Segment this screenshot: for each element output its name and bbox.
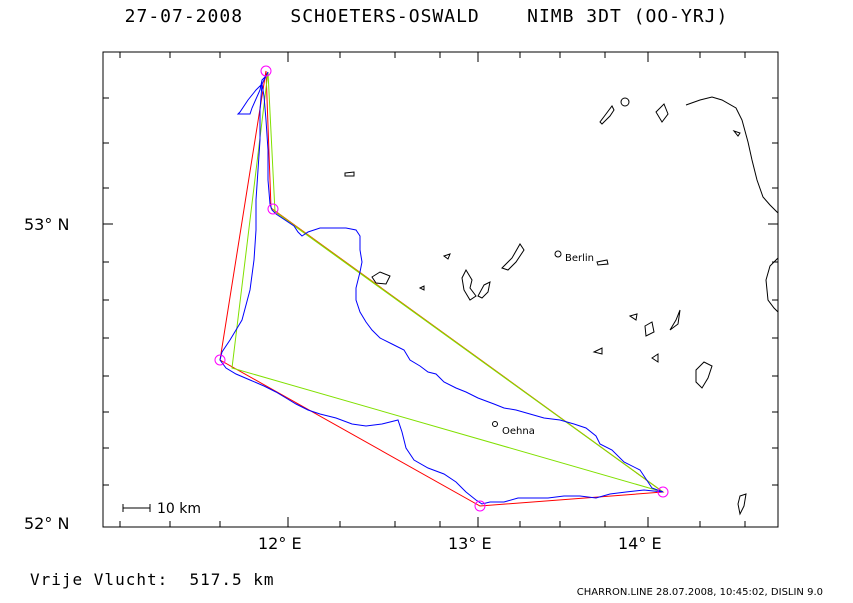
x-tick-label-14e: 14° E (618, 534, 662, 553)
lake-4 (732, 129, 741, 137)
lake-14 (628, 313, 638, 321)
lake-12 (554, 250, 562, 258)
turnpoint-east (657, 486, 669, 498)
lake-5 (344, 171, 355, 177)
lake-1 (599, 105, 615, 125)
y-tick-label-53n: 53° N (24, 215, 69, 234)
oehna-marker (492, 421, 498, 427)
turnpoint-south (474, 500, 486, 512)
lake-9 (461, 268, 477, 301)
scale-bar (122, 504, 151, 512)
axis-ticks (103, 52, 778, 527)
lake-3 (655, 103, 669, 123)
lake-16 (669, 309, 681, 331)
turnpoint-west (214, 354, 226, 366)
software-stamp: CHARRON.LINE 28.07.2008, 10:45:02, DISLI… (576, 587, 823, 598)
map-frame (102, 51, 779, 528)
lake-10 (477, 281, 491, 299)
lake-8 (442, 253, 451, 260)
lake-19 (695, 361, 713, 389)
turnpoint-north (260, 65, 272, 77)
turnpoints (214, 65, 669, 512)
lake-7 (418, 285, 425, 291)
lake-6 (371, 271, 391, 285)
flight-track (219, 71, 664, 505)
lake-11 (501, 243, 525, 271)
x-tick-label-13e: 13° E (448, 534, 492, 553)
triangle-route (231, 71, 664, 493)
coastline-lakes (344, 96, 779, 516)
lake-2 (620, 97, 630, 107)
lake-13 (596, 259, 609, 266)
free-flight-route (219, 70, 665, 507)
distance-label: Vrije Vlucht: 517.5 km (30, 570, 275, 589)
x-tick-label-12e: 12° E (258, 534, 302, 553)
lake-17 (592, 347, 603, 355)
turnpoint-mid (267, 203, 279, 215)
baltic-coastline (685, 96, 779, 214)
place-label-oehna: Oehna (502, 426, 535, 437)
lake-15 (644, 321, 655, 337)
y-tick-label-52n: 52° N (24, 514, 69, 533)
lake-18 (651, 353, 659, 363)
chart-title: 27-07-2008 SCHOETERS-OSWALD NIMB 3DT (OO… (124, 6, 729, 27)
scale-bar-label: 10 km (157, 501, 201, 517)
oder-coastline (765, 257, 779, 313)
place-label-berlin: Berlin (565, 253, 594, 264)
lake-20 (737, 493, 747, 516)
